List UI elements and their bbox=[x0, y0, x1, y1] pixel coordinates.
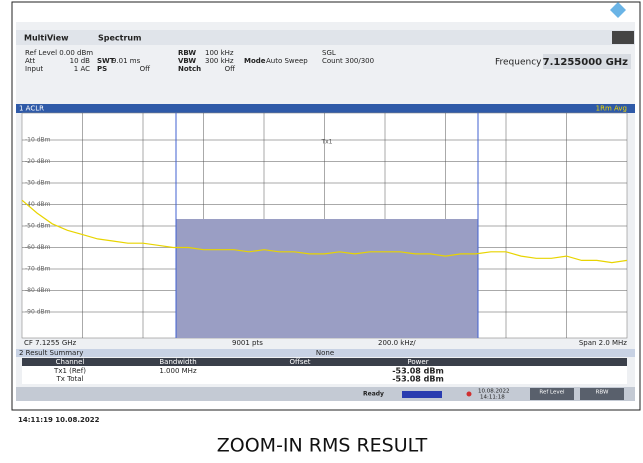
tab[interactable]: MultiView bbox=[24, 34, 69, 43]
param: Frequency bbox=[495, 58, 542, 68]
result-bar bbox=[16, 349, 635, 357]
table-cell: -53.08 dBm bbox=[392, 367, 444, 376]
menu-button[interactable] bbox=[612, 31, 634, 44]
result-mode: None bbox=[316, 349, 334, 357]
param: RBW bbox=[178, 49, 196, 57]
tab-bar bbox=[16, 30, 635, 45]
param: Auto Sweep bbox=[266, 57, 308, 65]
frequency-value: 7.1255000 GHz bbox=[543, 57, 629, 68]
softkey[interactable] bbox=[580, 388, 624, 400]
caption: ZOOM-IN RMS RESULT bbox=[217, 435, 428, 457]
status-date: 10.08.2022 bbox=[478, 389, 510, 395]
channel-bar bbox=[176, 219, 478, 338]
param: Mode bbox=[244, 57, 266, 65]
param: Att bbox=[25, 57, 35, 65]
softkey[interactable] bbox=[530, 388, 574, 400]
status-time: 14:11:18 bbox=[480, 395, 505, 401]
axis-footer: CF 7.1255 GHz bbox=[24, 339, 77, 347]
param: 300 kHz bbox=[205, 57, 234, 65]
param: SGL bbox=[322, 49, 336, 57]
status-ready: Ready bbox=[363, 391, 384, 398]
softkey-label: RBW bbox=[596, 390, 609, 396]
param: Count 300/300 bbox=[322, 57, 374, 65]
panel-title: 1 ACLR bbox=[19, 105, 44, 113]
y-tick-label: -20 dBm bbox=[25, 158, 51, 165]
param: Off bbox=[225, 65, 236, 73]
table-cell: Tx Total bbox=[56, 375, 84, 383]
plot: -10 dBm -20 dBm -30 dBm -40 dBm -50 dBm -60 d… bbox=[21, 137, 628, 316]
y-tick-label: -80 dBm bbox=[25, 287, 51, 294]
timestamp: 14:11:19 10.08.2022 bbox=[18, 416, 100, 424]
status-bar bbox=[16, 387, 635, 401]
param: Notch bbox=[178, 65, 201, 73]
table-header-cell: Bandwidth bbox=[159, 358, 196, 366]
legend-entry: 1Rm Avg bbox=[596, 105, 627, 113]
y-tick-label: -30 dBm bbox=[25, 180, 51, 187]
table-body bbox=[22, 366, 627, 384]
trace bbox=[21, 199, 628, 264]
table-cell: 1.000 MHz bbox=[159, 367, 197, 375]
panel-bar bbox=[16, 104, 635, 113]
table-cell: -53.08 dBm bbox=[392, 375, 444, 384]
tab[interactable]: Spectrum bbox=[98, 34, 141, 43]
param: 10 dB bbox=[70, 57, 91, 65]
y-tick-label: -90 dBm bbox=[25, 309, 51, 316]
param: 9.01 ms bbox=[112, 57, 141, 65]
param: Ref Level 0.00 dBm bbox=[25, 49, 93, 57]
frame bbox=[11, 1, 641, 411]
softkey-label: Ref Level bbox=[539, 390, 565, 396]
axis-footer: Span 2.0 MHz bbox=[579, 339, 627, 347]
param: PS bbox=[97, 65, 107, 73]
icon bbox=[610, 2, 626, 18]
table-header-cell: Channel bbox=[56, 358, 85, 366]
axis-footer: 9001 pts bbox=[232, 339, 263, 347]
param: SWT bbox=[97, 57, 115, 65]
param: Off bbox=[140, 65, 151, 73]
y-tick-label: -50 dBm bbox=[25, 223, 51, 230]
result-title: 2 Result Summary bbox=[19, 349, 83, 357]
param: Input bbox=[25, 65, 43, 73]
param: 1 AC bbox=[74, 65, 90, 73]
y-tick-label: -60 dBm bbox=[25, 244, 51, 251]
param: 100 kHz bbox=[205, 49, 234, 57]
y-tick-label: -70 dBm bbox=[25, 266, 51, 273]
table-header-cell: Power bbox=[407, 358, 428, 366]
y-tick-label: -10 dBm bbox=[25, 137, 51, 144]
frequency-box[interactable] bbox=[543, 54, 631, 69]
network-icon bbox=[466, 391, 472, 397]
table-header-cell: Offset bbox=[289, 358, 310, 366]
channel-label: Tx1 bbox=[320, 139, 332, 146]
table-header bbox=[22, 358, 627, 366]
param: VBW bbox=[178, 57, 196, 65]
progress bbox=[402, 391, 442, 398]
y-tick-label: -40 dBm bbox=[25, 201, 51, 208]
table-cell: Tx1 (Ref) bbox=[53, 367, 86, 375]
axis-footer: 200.0 kHz/ bbox=[378, 339, 416, 347]
